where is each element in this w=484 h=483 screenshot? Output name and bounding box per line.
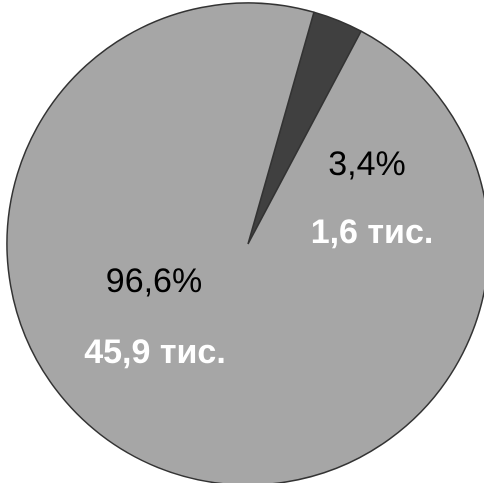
pie-slice-large (6, 2, 484, 483)
slice-percent-label-large: 96,6% (106, 262, 202, 300)
slice-value-label-small: 1,6 тис. (311, 213, 434, 251)
slice-percent-label-small: 3,4% (328, 145, 406, 183)
slice-value-label-large: 45,9 тис. (84, 333, 226, 371)
pie-slices (6, 2, 484, 483)
